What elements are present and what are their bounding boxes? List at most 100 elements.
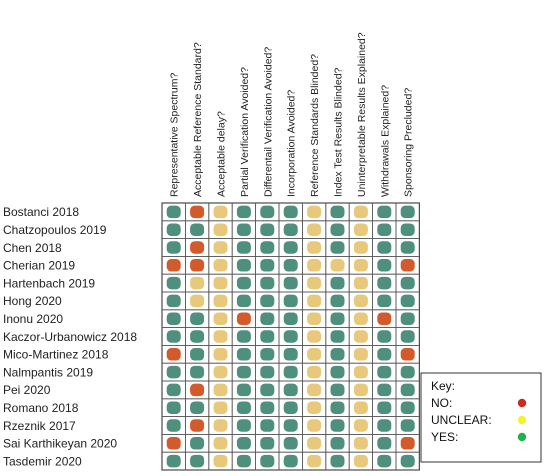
rating-marker-yes [166, 312, 181, 325]
rating-marker-yes [236, 205, 251, 219]
column-label: Index Test Results Blinded? [333, 67, 345, 197]
rating-marker-unclear [307, 241, 322, 254]
rating-marker-yes [166, 365, 181, 379]
rating-marker-yes [260, 312, 275, 325]
column-label: Partial Verification Avoided? [239, 67, 251, 197]
rating-marker-yes [166, 330, 181, 343]
rating-marker-unclear [353, 294, 368, 308]
rating-marker-unclear [213, 205, 228, 219]
rating-marker-unclear [190, 294, 205, 308]
column-label: Acceptable Reference Standard? [192, 42, 204, 197]
rating-marker-yes [283, 454, 298, 468]
rating-marker-unclear [307, 454, 322, 468]
rating-marker-yes [166, 383, 181, 397]
rating-marker-yes [400, 294, 415, 308]
rating-marker-unclear [213, 294, 228, 308]
rating-marker-unclear [353, 276, 368, 290]
rating-marker-yes [330, 276, 345, 290]
study-label: Kaczor-Urbanowicz 2018 [3, 330, 137, 344]
study-label: Rzeznik 2017 [3, 419, 76, 433]
rating-marker-yes [377, 241, 392, 254]
rating-marker-yes [377, 330, 392, 343]
rating-marker-yes [260, 205, 275, 219]
rating-marker-yes [260, 330, 275, 343]
rating-marker-yes [283, 419, 298, 432]
rating-marker-yes [400, 241, 415, 254]
study-label: Hartenbach 2019 [3, 276, 95, 290]
key-no-label: NO: [431, 396, 452, 410]
key-yes-label: YES: [431, 430, 458, 444]
rating-marker-yes [166, 401, 181, 414]
grid-cell [395, 451, 420, 471]
rating-marker-unclear [213, 348, 228, 361]
study-labels: Bostanci 2018 Chatzopoulos 2019 Chen 2018 C… [3, 205, 137, 468]
rating-marker-yes [400, 454, 415, 468]
rating-marker-yes [260, 419, 275, 432]
rating-marker-yes [236, 419, 251, 432]
study-label: Sai Karthikeyan 2020 [3, 437, 117, 451]
rating-marker-yes [330, 205, 345, 219]
rating-marker-unclear [353, 259, 368, 272]
rating-marker-yes [236, 383, 251, 397]
rating-marker-yes [377, 259, 392, 272]
rating-marker-yes [400, 365, 415, 379]
study-label: Inonu 2020 [3, 312, 63, 326]
rating-marker-yes [377, 454, 392, 468]
rating-marker-yes [260, 223, 275, 236]
column-label: Incorporation Avoided? [286, 90, 298, 197]
rating-marker-yes [190, 454, 205, 468]
rating-marker-yes [400, 419, 415, 432]
rating-marker-unclear [307, 294, 322, 308]
rating-marker-yes [236, 454, 251, 468]
rating-marker-unclear [307, 276, 322, 290]
rating-marker-unclear [353, 223, 368, 236]
rating-marker-yes [330, 383, 345, 397]
rating-marker-yes [283, 330, 298, 343]
rating-marker-no [190, 241, 205, 254]
rating-marker-yes [190, 348, 205, 361]
rating-marker-yes [400, 276, 415, 290]
rating-marker-yes [260, 454, 275, 468]
rating-marker-unclear [307, 312, 322, 325]
rating-marker-no [166, 348, 181, 361]
rating-marker-yes [236, 330, 251, 343]
key-legend: Key: NO: UNCLEAR: YES: [420, 372, 542, 463]
key-title: Key: [431, 379, 455, 393]
rating-marker-unclear [213, 276, 228, 290]
rating-marker-yes [283, 365, 298, 379]
rating-marker-unclear [213, 383, 228, 397]
rating-marker-unclear [353, 437, 368, 450]
rating-marker-yes [190, 312, 205, 325]
study-label: Pei 2020 [3, 383, 51, 397]
key-yes-dot [517, 432, 527, 442]
rating-marker-yes [283, 223, 298, 236]
rating-marker-yes [283, 205, 298, 219]
rating-marker-yes [283, 259, 298, 272]
rating-marker-unclear [213, 312, 228, 325]
rating-marker-no [190, 205, 205, 219]
rating-marker-no [236, 312, 251, 325]
rating-marker-yes [283, 276, 298, 290]
rating-marker-yes [283, 348, 298, 361]
rating-marker-yes [166, 241, 181, 254]
rating-marker-yes [236, 294, 251, 308]
rating-marker-unclear [213, 241, 228, 254]
column-label: Uninterpretable Results Explained? [356, 32, 368, 197]
rating-marker-unclear [213, 223, 228, 236]
rating-marker-yes [400, 383, 415, 397]
rating-marker-yes [236, 401, 251, 414]
rating-marker-no [377, 312, 392, 325]
column-label: Representative Spectrum? [169, 73, 181, 197]
rating-marker-unclear [353, 419, 368, 432]
rating-marker-yes [377, 223, 392, 236]
rating-marker-yes [260, 383, 275, 397]
rating-marker-yes [260, 401, 275, 414]
rating-marker-yes [400, 205, 415, 219]
study-label: Nalmpantis 2019 [3, 365, 93, 379]
rating-marker-yes [236, 348, 251, 361]
rating-marker-yes [260, 294, 275, 308]
rating-marker-no [190, 419, 205, 432]
rating-marker-yes [377, 401, 392, 414]
rating-marker-yes [190, 330, 205, 343]
